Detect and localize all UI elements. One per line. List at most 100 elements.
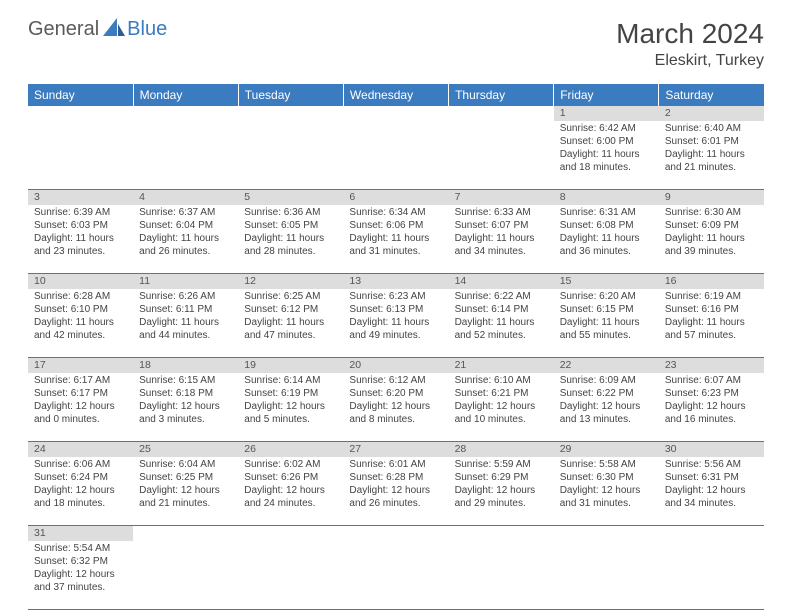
day-cell: Sunrise: 6:23 AMSunset: 6:13 PMDaylight:… [343, 289, 448, 357]
daylight-text-2: and 29 minutes. [455, 498, 548, 511]
sunrise-text: Sunrise: 6:10 AM [455, 375, 548, 388]
sunset-text: Sunset: 6:20 PM [349, 388, 442, 401]
sunrise-text: Sunrise: 6:20 AM [560, 291, 653, 304]
day-number: 28 [449, 441, 554, 457]
sunset-text: Sunset: 6:14 PM [455, 304, 548, 317]
weekday-header: Sunday [28, 84, 133, 106]
sunrise-text: Sunrise: 6:33 AM [455, 207, 548, 220]
day-number: 16 [659, 273, 764, 289]
sunrise-text: Sunrise: 6:02 AM [244, 459, 337, 472]
daylight-text-1: Daylight: 12 hours [560, 401, 653, 414]
daylight-text-2: and 31 minutes. [349, 246, 442, 259]
weekday-header: Monday [133, 84, 238, 106]
page-title: March 2024 [616, 18, 764, 50]
daylight-text-2: and 31 minutes. [560, 498, 653, 511]
day-cell: Sunrise: 6:12 AMSunset: 6:20 PMDaylight:… [343, 373, 448, 441]
sunset-text: Sunset: 6:18 PM [139, 388, 232, 401]
daylight-text-1: Daylight: 12 hours [455, 401, 548, 414]
day-cell: Sunrise: 6:36 AMSunset: 6:05 PMDaylight:… [238, 205, 343, 273]
calendar-body: 12Sunrise: 6:42 AMSunset: 6:00 PMDayligh… [28, 106, 764, 609]
sunset-text: Sunset: 6:16 PM [665, 304, 758, 317]
day-cell: Sunrise: 6:42 AMSunset: 6:00 PMDaylight:… [554, 121, 659, 189]
day-number: 19 [238, 357, 343, 373]
sunrise-text: Sunrise: 6:37 AM [139, 207, 232, 220]
title-block: March 2024 Eleskirt, Turkey [616, 18, 764, 70]
day-cell: Sunrise: 6:19 AMSunset: 6:16 PMDaylight:… [659, 289, 764, 357]
daylight-text-1: Daylight: 11 hours [665, 233, 758, 246]
daylight-text-1: Daylight: 11 hours [139, 317, 232, 330]
sunrise-text: Sunrise: 6:30 AM [665, 207, 758, 220]
sunrise-text: Sunrise: 6:28 AM [34, 291, 127, 304]
sunrise-text: Sunrise: 6:39 AM [34, 207, 127, 220]
day-cell: Sunrise: 6:40 AMSunset: 6:01 PMDaylight:… [659, 121, 764, 189]
day-cell [133, 541, 238, 609]
day-number: 13 [343, 273, 448, 289]
day-cell: Sunrise: 6:34 AMSunset: 6:06 PMDaylight:… [343, 205, 448, 273]
day-cell: Sunrise: 6:20 AMSunset: 6:15 PMDaylight:… [554, 289, 659, 357]
day-content-row: Sunrise: 6:39 AMSunset: 6:03 PM Daylight:… [28, 205, 764, 273]
daylight-text-2: and 26 minutes. [349, 498, 442, 511]
sunset-text: Sunset: 6:17 PM [34, 388, 127, 401]
day-cell [343, 541, 448, 609]
daylight-text-1: Daylight: 12 hours [244, 485, 337, 498]
day-number: 18 [133, 357, 238, 373]
day-number [449, 525, 554, 541]
day-number: 6 [343, 189, 448, 205]
sunrise-text: Sunrise: 6:25 AM [244, 291, 337, 304]
sunrise-text: Sunrise: 6:22 AM [455, 291, 548, 304]
daylight-text-1: Daylight: 12 hours [34, 401, 127, 414]
weekday-header: Tuesday [238, 84, 343, 106]
sunrise-text: Sunrise: 5:56 AM [665, 459, 758, 472]
sunset-text: Sunset: 6:06 PM [349, 220, 442, 233]
daylight-text-1: Daylight: 12 hours [139, 485, 232, 498]
weekday-header: Thursday [449, 84, 554, 106]
sunset-text: Sunset: 6:03 PM [34, 220, 127, 233]
day-number: 17 [28, 357, 133, 373]
day-number-row: 3456789 [28, 189, 764, 205]
sunrise-text: Sunrise: 6:42 AM [560, 123, 653, 136]
weekday-header: Friday [554, 84, 659, 106]
daylight-text-1: Daylight: 12 hours [455, 485, 548, 498]
day-cell: Sunrise: 6:28 AMSunset: 6:10 PMDaylight:… [28, 289, 133, 357]
daylight-text-1: Daylight: 12 hours [665, 401, 758, 414]
sunrise-text: Sunrise: 6:09 AM [560, 375, 653, 388]
daylight-text-1: Daylight: 11 hours [665, 149, 758, 162]
day-number: 25 [133, 441, 238, 457]
daylight-text-2: and 24 minutes. [244, 498, 337, 511]
day-number-row: 24252627282930 [28, 441, 764, 457]
daylight-text-1: Daylight: 12 hours [665, 485, 758, 498]
sunrise-text: Sunrise: 6:07 AM [665, 375, 758, 388]
daylight-text-2: and 36 minutes. [560, 246, 653, 259]
day-cell: Sunrise: 6:33 AMSunset: 6:07 PMDaylight:… [449, 205, 554, 273]
day-number: 20 [343, 357, 448, 373]
daylight-text-2: and 44 minutes. [139, 330, 232, 343]
sunset-text: Sunset: 6:23 PM [665, 388, 758, 401]
day-number [449, 106, 554, 121]
day-cell: Sunrise: 6:01 AMSunset: 6:28 PMDaylight:… [343, 457, 448, 525]
sunset-text: Sunset: 6:22 PM [560, 388, 653, 401]
day-number: 3 [28, 189, 133, 205]
day-cell: Sunrise: 6:17 AMSunset: 6:17 PMDaylight:… [28, 373, 133, 441]
daylight-text-1: Daylight: 11 hours [244, 233, 337, 246]
daylight-text-1: Daylight: 11 hours [455, 317, 548, 330]
weekday-header-row: SundayMondayTuesdayWednesdayThursdayFrid… [28, 84, 764, 106]
sunrise-text: Sunrise: 6:31 AM [560, 207, 653, 220]
sunrise-text: Sunrise: 6:40 AM [665, 123, 758, 136]
daylight-text-2: and 0 minutes. [34, 414, 127, 427]
day-cell [659, 541, 764, 609]
day-cell: Sunrise: 6:31 AMSunset: 6:08 PMDaylight:… [554, 205, 659, 273]
daylight-text-1: Daylight: 12 hours [560, 485, 653, 498]
sunrise-text: Sunrise: 6:19 AM [665, 291, 758, 304]
day-cell: Sunrise: 6:37 AMSunset: 6:04 PMDaylight:… [133, 205, 238, 273]
logo: General Blue [28, 18, 167, 41]
day-number [133, 525, 238, 541]
daylight-text-2: and 18 minutes. [560, 162, 653, 175]
sunset-text: Sunset: 6:08 PM [560, 220, 653, 233]
day-cell [449, 121, 554, 189]
day-number [28, 106, 133, 121]
daylight-text-2: and 26 minutes. [139, 246, 232, 259]
day-number [343, 525, 448, 541]
day-cell [238, 121, 343, 189]
day-number: 29 [554, 441, 659, 457]
day-number [659, 525, 764, 541]
